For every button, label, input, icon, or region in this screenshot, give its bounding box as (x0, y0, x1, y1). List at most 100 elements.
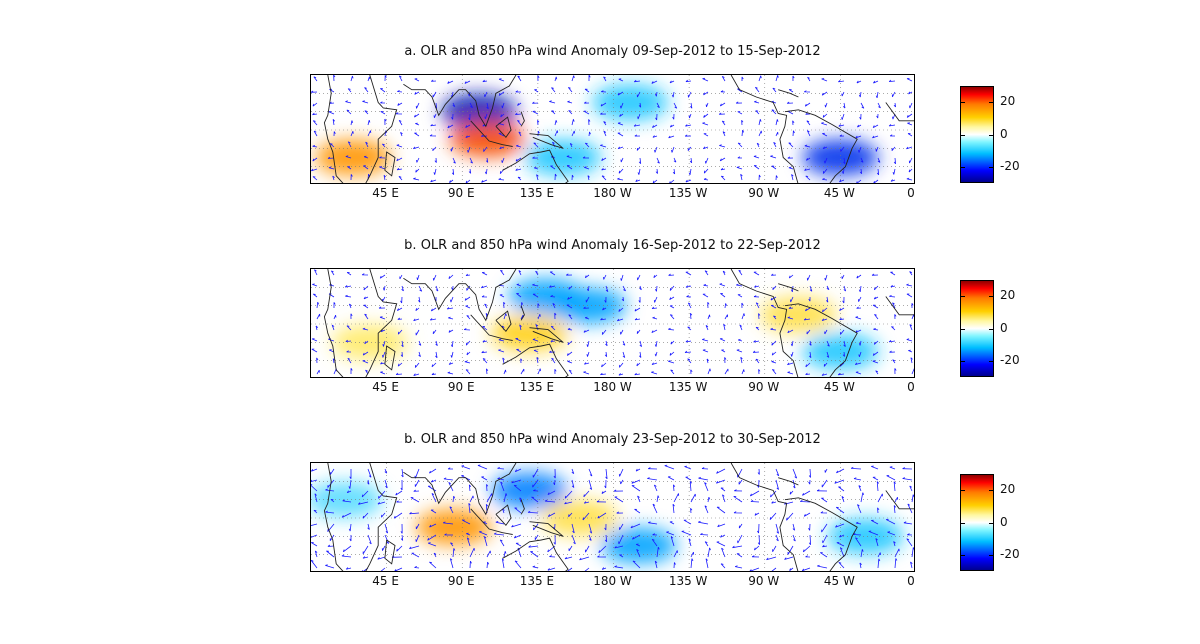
wind-arrow (397, 362, 403, 367)
wind-arrow (345, 155, 352, 159)
wind-arrow (571, 534, 576, 545)
coastline (323, 463, 344, 571)
wind-arrow (544, 499, 556, 503)
wind-arrow (671, 146, 675, 153)
wind-arrow (537, 75, 540, 82)
wind-arrow (741, 119, 744, 126)
wind-arrow (554, 76, 558, 82)
wind-arrow (444, 533, 453, 536)
wind-arrow (687, 146, 692, 151)
x-tick-label: 45 W (823, 186, 855, 200)
wind-arrow (632, 560, 641, 569)
wind-arrow (838, 486, 845, 492)
wind-arrow (754, 512, 760, 516)
wind-arrow (705, 558, 709, 569)
wind-arrow (481, 350, 488, 354)
wind-arrow (771, 501, 777, 504)
wind-arrow (500, 113, 505, 118)
wind-arrow (755, 358, 760, 364)
wind-arrow (704, 541, 709, 547)
wind-arrow (465, 340, 471, 346)
wind-arrow (704, 482, 709, 492)
wind-arrow (617, 177, 624, 181)
wind-arrow (652, 124, 658, 128)
wind-arrow (788, 274, 794, 279)
colorbar-tick-label: -20 (1000, 158, 1020, 173)
wind-arrow (409, 511, 420, 515)
wind-arrow (619, 362, 624, 368)
wind-arrow (330, 499, 335, 503)
wind-arrow (689, 157, 693, 164)
wind-arrow (769, 567, 777, 571)
wind-arrow (503, 493, 508, 503)
wind-arrow (620, 157, 624, 163)
wind-arrow (907, 122, 913, 126)
wind-arrow (705, 157, 709, 164)
wind-arrow (858, 146, 862, 153)
wind-arrow (345, 294, 352, 298)
wind-arrow (716, 541, 726, 547)
wind-arrow (839, 307, 845, 312)
wind-arrow (802, 490, 811, 496)
wind-arrow (910, 561, 913, 569)
wind-arrow (648, 467, 658, 470)
wind-arrow (427, 542, 437, 547)
wind-arrow (433, 552, 437, 558)
wind-arrow (468, 502, 471, 514)
wind-arrow (361, 273, 369, 276)
wind-arrow (345, 100, 352, 104)
wind-arrow (380, 329, 386, 333)
wind-arrow (702, 77, 709, 82)
wind-arrow (367, 468, 372, 478)
wind-arrow (532, 293, 539, 298)
wind-arrow (838, 124, 845, 127)
wind-arrow (806, 130, 811, 137)
wind-arrow (498, 91, 505, 96)
wind-arrow (821, 91, 828, 96)
wind-arrow (751, 555, 760, 558)
wind-arrow (550, 325, 556, 331)
wind-arrow (564, 490, 573, 499)
wind-arrow (856, 80, 862, 84)
wind-arrow (886, 475, 896, 481)
wind-arrow (885, 518, 896, 525)
wind-arrow (603, 76, 607, 82)
wind-arrow (770, 304, 777, 309)
wind-arrow (515, 157, 522, 162)
wind-arrow (466, 532, 471, 536)
wind-arrow (701, 467, 709, 470)
wind-arrow (620, 329, 624, 335)
wind-arrow (821, 318, 828, 321)
wind-arrow (583, 110, 590, 115)
wind-arrow (396, 545, 403, 552)
wind-arrow (894, 368, 897, 375)
colorbar-tick-label: 0 (1000, 514, 1008, 529)
anomaly-center (331, 324, 408, 361)
wind-arrow (722, 494, 726, 503)
wind-arrow (486, 561, 490, 569)
coastline (470, 314, 513, 341)
wind-arrow (636, 274, 641, 281)
wind-arrow (668, 273, 675, 276)
wind-arrow (666, 531, 675, 536)
wind-arrow (873, 296, 879, 300)
wind-arrow (311, 468, 318, 472)
wind-arrow (430, 509, 437, 514)
wind-arrow (907, 533, 913, 536)
wind-arrow (416, 157, 420, 163)
colorbar-tick-mark (960, 554, 965, 556)
wind-arrow (803, 512, 811, 517)
wind-arrow (362, 360, 369, 364)
wind-arrow (858, 485, 862, 492)
wind-arrow (517, 176, 522, 181)
wind-arrow (856, 179, 862, 183)
wind-arrow (791, 174, 794, 181)
wind-arrow (600, 112, 607, 115)
wind-arrow (601, 175, 607, 181)
wind-arrow (722, 270, 726, 276)
wind-arrow (858, 296, 862, 302)
wind-arrow (481, 295, 488, 298)
wind-arrow (634, 508, 641, 514)
wind-vectors (311, 464, 914, 571)
x-tick-label: 45 E (372, 186, 399, 200)
